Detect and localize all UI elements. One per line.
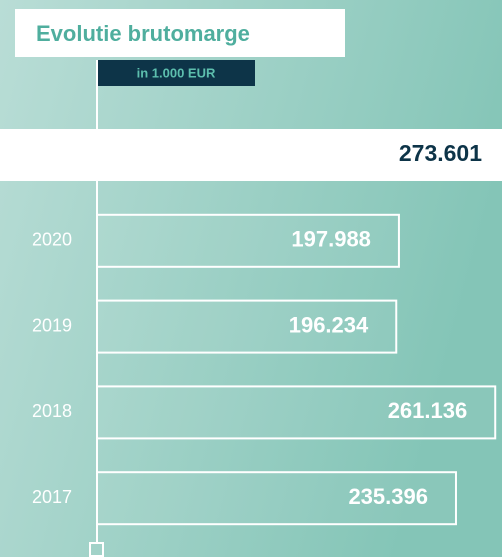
value-label: 261.136 [388, 398, 468, 423]
value-label: 196.234 [289, 312, 369, 337]
value-label: 235.396 [348, 484, 428, 509]
subtitle-box [97, 60, 255, 86]
category-label: 2020 [32, 230, 72, 250]
category-label: 2019 [32, 315, 72, 335]
bar [96, 471, 457, 526]
bar [0, 129, 502, 181]
subtitle: in 1.000 EUR [137, 65, 216, 80]
bar [96, 299, 398, 354]
value-label: 273.601 [399, 140, 482, 166]
category-label: 2021 [12, 140, 68, 168]
category-label: 2017 [32, 487, 72, 507]
value-label: 197.988 [291, 227, 371, 252]
category-label: 2018 [32, 401, 72, 421]
axis-end [89, 542, 104, 557]
bar [96, 385, 497, 440]
bar [96, 213, 400, 268]
chart-title: Evolutie brutomarge [36, 21, 250, 46]
title-box [15, 9, 345, 57]
